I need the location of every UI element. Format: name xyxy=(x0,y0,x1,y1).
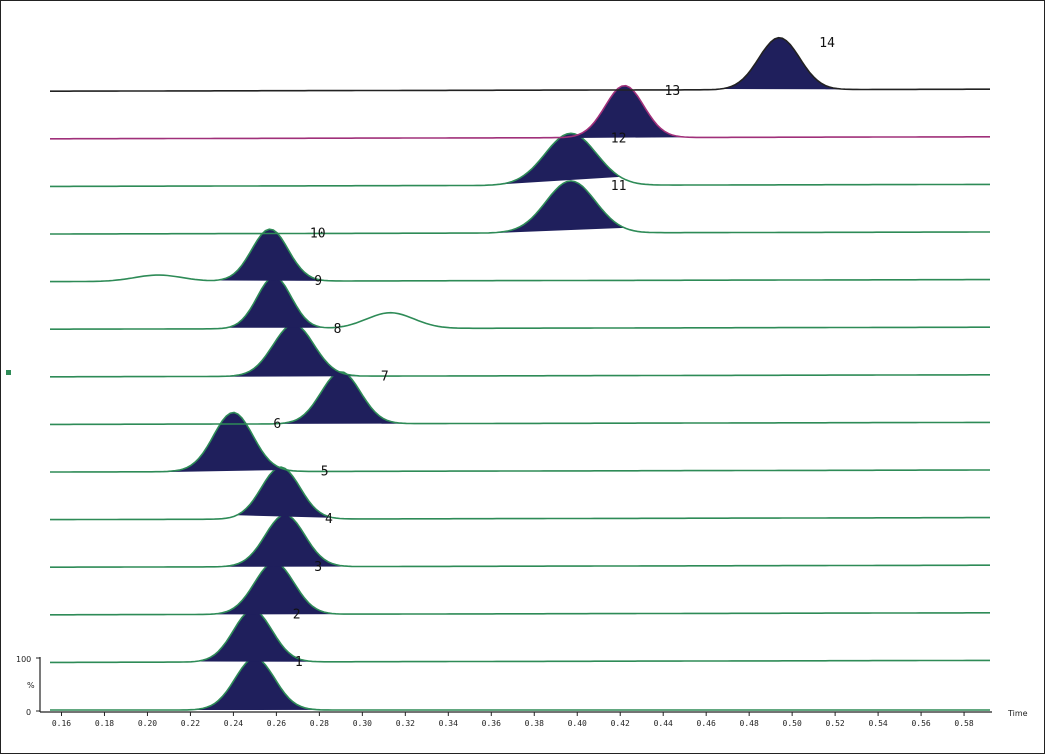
trace-line-6 xyxy=(50,411,990,473)
trace-line-13 xyxy=(50,84,990,140)
peak-label-5: 5 xyxy=(321,465,329,480)
trace-9 xyxy=(50,275,990,330)
trace-12 xyxy=(50,132,990,188)
x-tick-label-0.24: 0.24 xyxy=(224,719,243,728)
peak-label-3: 3 xyxy=(314,560,322,575)
peak-label-11: 11 xyxy=(611,179,627,194)
trace-line-11 xyxy=(50,180,990,235)
peak-label-12: 12 xyxy=(611,131,627,146)
peak-fill-14 xyxy=(723,37,889,90)
peak-label-4: 4 xyxy=(325,512,333,527)
x-tick-label-0.20: 0.20 xyxy=(138,719,157,728)
trace-6 xyxy=(50,411,990,473)
trace-line-12 xyxy=(50,132,990,188)
peak-fill-12 xyxy=(476,133,621,186)
trace-line-3 xyxy=(50,561,990,616)
x-tick-label-0.22: 0.22 xyxy=(181,719,200,728)
peak-fill-11 xyxy=(482,180,625,234)
trace-line-2 xyxy=(50,609,990,664)
x-tick-label-0.32: 0.32 xyxy=(396,719,415,728)
x-tick-label-0.50: 0.50 xyxy=(783,719,802,728)
peak-label-8: 8 xyxy=(334,322,342,337)
x-tick-label-0.40: 0.40 xyxy=(568,719,587,728)
trace-8 xyxy=(50,323,990,378)
peak-fill-10 xyxy=(218,229,337,281)
trace-line-10 xyxy=(50,228,990,283)
x-tick-label-0.42: 0.42 xyxy=(611,719,630,728)
trace-line-14 xyxy=(50,36,990,92)
x-tick-label-0.28: 0.28 xyxy=(310,719,329,728)
x-tick-label-0.46: 0.46 xyxy=(697,719,716,728)
traces-layer xyxy=(50,36,990,711)
x-tick-label-0.54: 0.54 xyxy=(868,719,887,728)
x-tick-label-0.56: 0.56 xyxy=(911,719,930,728)
trace-line-5 xyxy=(50,466,990,521)
y-axis-label: % xyxy=(27,681,35,690)
y-tick-label-0: 0 xyxy=(26,708,31,717)
x-tick-label-0.48: 0.48 xyxy=(740,719,759,728)
peak-fill-6 xyxy=(162,412,288,473)
x-tick-label-0.52: 0.52 xyxy=(825,719,844,728)
peak-fill-4 xyxy=(224,514,371,567)
trace-11 xyxy=(50,180,990,235)
peak-fill-2 xyxy=(199,610,335,662)
x-tick-label-0.58: 0.58 xyxy=(954,719,973,728)
peak-label-1: 1 xyxy=(295,655,303,670)
peak-label-13: 13 xyxy=(665,84,681,99)
trace-line-7 xyxy=(50,371,990,426)
peak-fill-7 xyxy=(280,371,423,424)
x-tick-label-0.26: 0.26 xyxy=(267,719,286,728)
peak-label-6: 6 xyxy=(273,417,281,432)
peak-label-10: 10 xyxy=(310,227,326,242)
x-tick-label-0.36: 0.36 xyxy=(482,719,501,728)
x-tick-label-0.18: 0.18 xyxy=(95,719,114,728)
trace-10 xyxy=(50,228,990,283)
trace-line-4 xyxy=(50,513,990,568)
peak-label-9: 9 xyxy=(314,274,322,289)
axes-layer: 100 % 0 Time 0.16 0.18 0.20 0.22 0.24 0.26 0.2… xyxy=(16,655,1028,728)
y-tick-label-100: 100 xyxy=(16,655,31,664)
trace-14 xyxy=(50,36,990,92)
x-tick-label-0.34: 0.34 xyxy=(439,719,458,728)
x-tick-label-0.38: 0.38 xyxy=(525,719,544,728)
trace-2 xyxy=(50,609,990,664)
trace-4 xyxy=(50,513,990,568)
trace-7 xyxy=(50,371,990,426)
x-tick-label-0.16: 0.16 xyxy=(52,719,71,728)
trace-line-1 xyxy=(50,657,990,711)
trace-3 xyxy=(50,561,990,616)
peak-fill-1 xyxy=(194,658,326,710)
trace-line-9 xyxy=(50,275,990,330)
peak-fill-9 xyxy=(229,276,333,328)
peak-fill-8 xyxy=(222,324,389,377)
x-axis-label: Time xyxy=(1007,709,1028,718)
x-tick-label-0.44: 0.44 xyxy=(654,719,673,728)
peak-label-2: 2 xyxy=(293,607,301,622)
peak-label-7: 7 xyxy=(381,369,389,384)
trace-1 xyxy=(50,657,990,711)
trace-line-8 xyxy=(50,323,990,378)
left-marker xyxy=(6,370,11,375)
trace-13 xyxy=(50,84,990,140)
peak-fill-13 xyxy=(555,85,689,139)
x-tick-label-0.30: 0.30 xyxy=(353,719,372,728)
peak-label-14: 14 xyxy=(819,36,835,51)
peak-fill-5 xyxy=(237,467,374,519)
x-ticks: 0.16 0.18 0.20 0.22 0.24 0.26 0.28 0.30 0.32 0.34… xyxy=(52,712,974,728)
trace-5 xyxy=(50,466,990,521)
peak-fill-3 xyxy=(214,562,358,615)
